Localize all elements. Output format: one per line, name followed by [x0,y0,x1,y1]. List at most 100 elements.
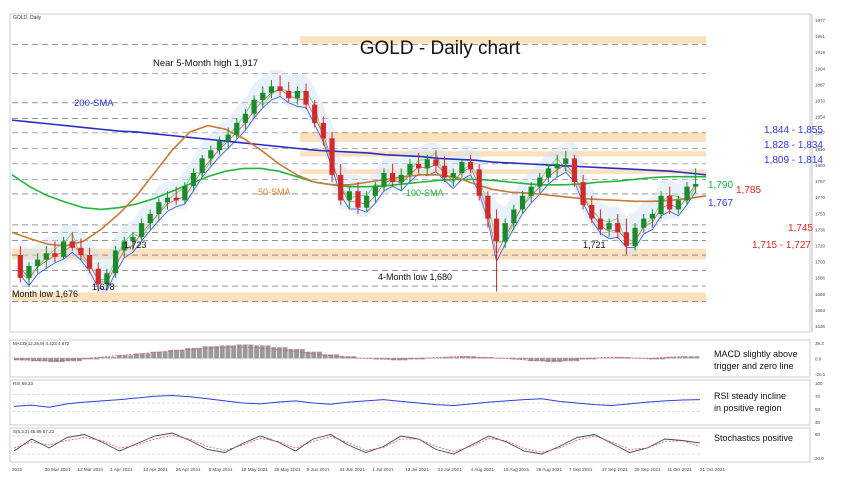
date-tick-label: 17 Sep 2021 [602,467,629,472]
candle [372,182,378,203]
price-tick-label: 1904 [815,66,826,71]
candle [545,163,552,183]
macd-bar [419,358,425,360]
macd-bar [517,358,522,360]
date-tick-label: 26 Apr 2021 [176,467,201,472]
macd-bar [545,358,551,363]
macd-bar [288,349,294,359]
price-tick-label: 1787 [815,179,826,184]
candle-body [242,113,249,123]
price-tick-label: 1686 [815,276,826,281]
candle-body [26,266,32,278]
macd-bar [539,358,545,362]
stochastics-indicator [12,432,701,455]
candle-body [493,218,500,242]
date-tick-label: 19 May 2021 [241,467,268,472]
price-tick-label: 1753 [815,211,826,216]
candle-body [52,253,58,257]
candle-body [104,273,110,285]
macd-bar [385,358,391,360]
zone-0 [300,131,706,142]
candle [693,168,699,194]
candle-body [35,259,41,266]
annotation-100-sma: 100-SMA [406,188,444,198]
date-tick-label: 21 Jun 2021 [340,467,366,472]
annotation-200-sma: 200-SMA [74,98,114,109]
candle [52,241,58,263]
candle-body [346,191,352,201]
candle-body [199,158,205,173]
candle-body [571,158,578,183]
candle [407,159,413,183]
rsi-header: RSI 58.23 [13,381,34,386]
price-tick-label: 1669 [815,292,826,297]
annotation-month-low-1676: Month low 1,676 [12,289,78,299]
candle [251,95,257,119]
candle [684,182,690,205]
macd-bar [459,356,465,359]
candle [86,247,93,274]
candle-body [320,122,326,139]
macd-bar [379,358,385,360]
macd-bar [442,357,448,359]
macd-bar [305,351,311,359]
annotation-4month-low: 4-Month low 1,680 [378,272,452,282]
candle-body [355,191,361,208]
candle-body [632,227,638,246]
candle-body [312,104,318,123]
candle-body [130,236,136,242]
macd-bar [339,356,345,359]
macd-bar [677,357,683,359]
candle-body [511,209,517,224]
candle-body [545,168,552,178]
price-tick-label: 1977 [815,18,826,23]
candle [675,195,681,215]
macd-bar [574,358,580,362]
macd-bar [362,358,368,359]
candle-body [467,162,474,170]
macd-bar [408,358,414,360]
candle-body [173,197,179,201]
annotation-50-sma: 50-SMA [258,187,291,197]
macd-bar [534,358,540,362]
candle [95,262,101,292]
macd-bar [202,346,208,359]
level-label-1767: 1,767 [708,198,733,209]
macd-bar [322,354,328,359]
candle [493,209,500,292]
macd-bar [391,358,397,361]
rsi-caption-line2: in positive region [714,403,782,413]
macd-bar [522,358,528,360]
macd-bar [448,357,454,359]
candle [320,116,326,146]
macd-bar [642,358,648,359]
candle-body [69,241,75,248]
macd-bar [316,351,322,359]
macd-bar [139,353,145,359]
candle-body [225,134,231,142]
date-tick-label: 2021 [12,467,23,472]
candle-body [623,232,630,246]
zone-3 [12,248,706,260]
candle [69,232,75,251]
candle [346,186,352,210]
candle-body [164,197,171,203]
macd-bar [259,345,265,359]
candle-body [390,173,396,183]
candle-body [476,169,482,196]
candle [511,204,517,230]
macd-bar [431,358,437,359]
candle [537,173,543,194]
candle-body [156,202,162,215]
ichimoku-cloud-area [20,69,696,294]
candle-body [277,86,283,91]
macd-bar [48,358,54,363]
price-tick-label: 1887 [815,82,826,87]
candle-body [364,195,370,208]
date-tick-label: 28 May 2021 [274,467,301,472]
date-tick-label: 22 Jul 2021 [438,467,462,472]
annotation-low-1721: 1,721 [583,240,606,250]
date-tick-label: 30 Mar 2021 [45,467,71,472]
candle-body [286,90,292,99]
